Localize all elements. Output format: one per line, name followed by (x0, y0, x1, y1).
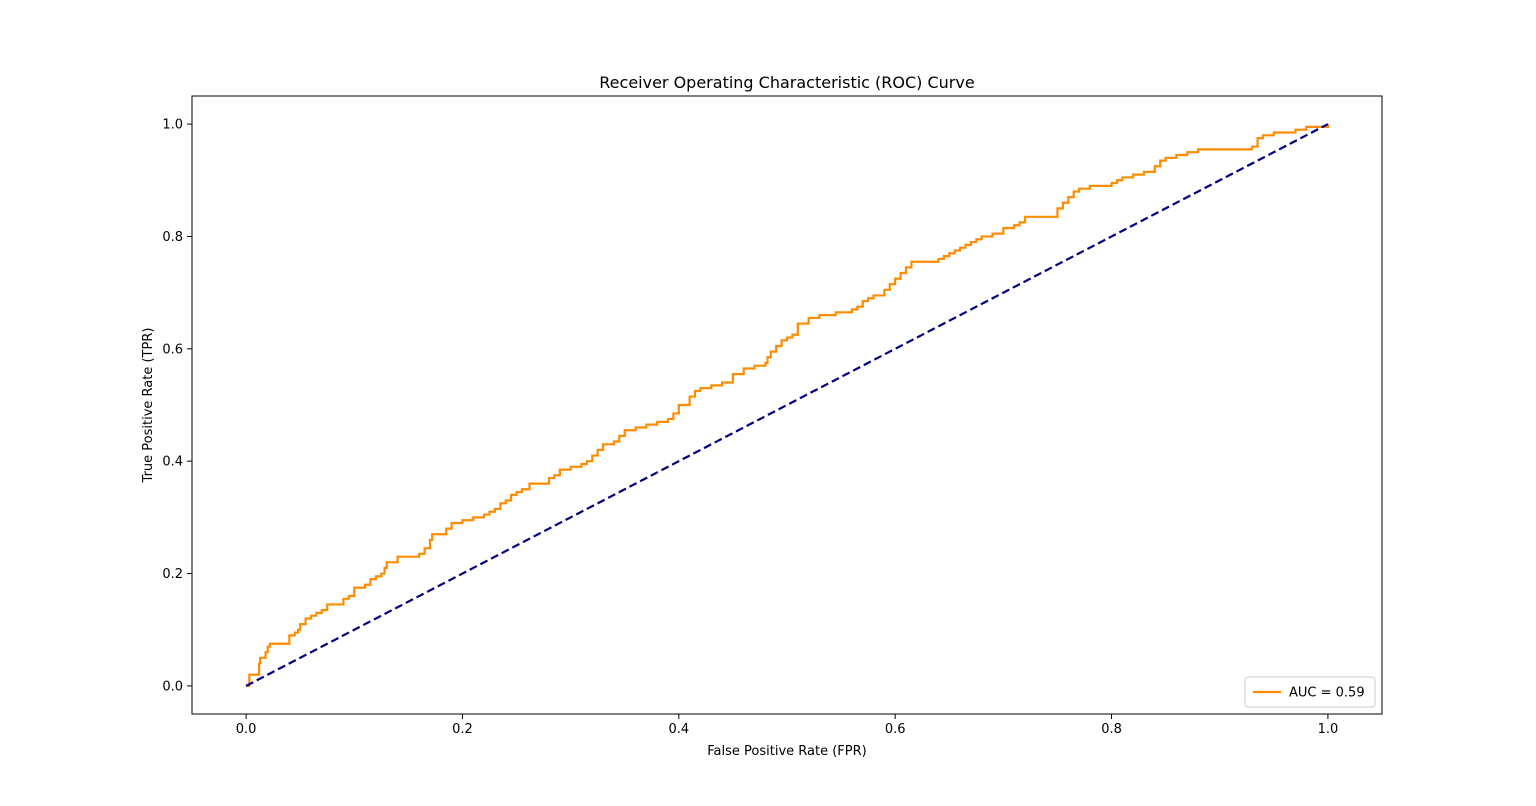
x-tick-label: 0.8 (1101, 722, 1122, 737)
y-tick-label: 0.0 (162, 679, 183, 694)
chance-diagonal-line (245, 123, 1329, 687)
roc-curve-line (246, 124, 1330, 688)
x-tick-label: 0.0 (236, 722, 257, 737)
legend: AUC = 0.59 (1244, 676, 1376, 708)
chart-title: Receiver Operating Characteristic (ROC) … (599, 73, 974, 92)
y-axis-label: True Positive Rate (TPR) (141, 328, 156, 484)
x-axis-label: False Positive Rate (FPR) (707, 744, 866, 759)
y-tick-label: 1.0 (162, 118, 183, 133)
legend-box (1244, 676, 1376, 708)
x-tick-label: 1.0 (1318, 722, 1339, 737)
legend-label: AUC = 0.59 (1289, 686, 1365, 701)
x-axis-ticks: 0.0 0.2 0.4 0.6 0.8 1.0 (236, 714, 1339, 737)
y-tick-label: 0.6 (162, 342, 183, 357)
axes-frame (191, 95, 1383, 715)
plot-area (191, 95, 1383, 715)
y-axis-ticks: 0.0 0.2 0.4 0.6 0.8 1.0 (162, 118, 192, 694)
y-tick-label: 0.2 (162, 567, 183, 582)
x-tick-label: 0.4 (668, 722, 689, 737)
y-tick-label: 0.8 (162, 230, 183, 245)
x-tick-label: 0.6 (885, 722, 906, 737)
y-tick-label: 0.4 (162, 455, 183, 470)
x-tick-label: 0.2 (452, 722, 473, 737)
